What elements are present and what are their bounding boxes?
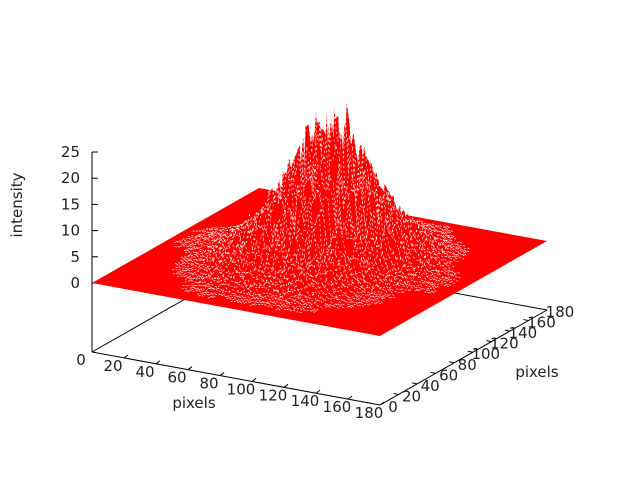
x-tick <box>283 383 289 388</box>
surface-mesh-line <box>177 267 361 308</box>
y-tick-label: 100 <box>471 345 500 363</box>
x-tick-label: 140 <box>291 392 320 410</box>
surface-row <box>97 279 386 333</box>
x-tick <box>315 389 321 394</box>
surface-mesh-line <box>189 276 341 310</box>
y-tick <box>412 382 418 385</box>
x-tick-label: 160 <box>323 398 352 416</box>
z-tick-label: 10 <box>61 222 80 240</box>
x-tick-label: 60 <box>167 369 186 387</box>
x-tick-label: 100 <box>227 380 256 398</box>
x-tick-label: 180 <box>355 404 384 422</box>
x-tick <box>123 354 129 359</box>
surface <box>92 101 547 336</box>
z-tick-label: 15 <box>61 195 80 213</box>
surface-mesh-line <box>180 216 396 298</box>
y-tick <box>486 340 492 343</box>
x-tick-label: 80 <box>199 375 218 393</box>
x-tick <box>347 395 353 400</box>
surface-mesh-line <box>185 178 414 293</box>
surface-mesh-line <box>171 262 371 307</box>
y-tick-label: 40 <box>421 377 440 395</box>
y-tick <box>467 350 473 353</box>
z-axis-label: intensity <box>8 172 26 237</box>
surface-mesh-line <box>177 255 383 306</box>
surface-mesh-line <box>183 259 373 306</box>
y-tick-label: 80 <box>458 356 477 374</box>
surface-row <box>99 278 388 332</box>
surface-mesh-line <box>181 287 317 314</box>
y-tick <box>523 319 529 322</box>
surface-mesh-line <box>202 101 462 280</box>
y-tick <box>449 361 455 364</box>
y-tick <box>393 392 399 395</box>
surface-mesh-line <box>198 295 283 312</box>
y-tick-label: 20 <box>402 387 421 405</box>
y-tick-label: 140 <box>509 324 538 342</box>
z-tick-label: 20 <box>61 169 80 187</box>
y-tick-label: 120 <box>490 335 519 353</box>
x-tick-label: 0 <box>76 351 86 369</box>
x-tick <box>251 378 257 382</box>
z-tick-label: 0 <box>70 274 80 292</box>
y-tick-label: 180 <box>546 303 575 321</box>
x-tick <box>155 360 161 365</box>
x-tick <box>187 366 193 371</box>
y-tick <box>430 371 436 374</box>
surface-mesh-line <box>192 281 324 309</box>
x-axis-line <box>91 351 381 406</box>
surface-mesh-line <box>185 194 407 294</box>
y-tick <box>504 329 510 332</box>
surface-mesh-line <box>184 290 304 314</box>
y-axis-label: pixels <box>515 363 559 381</box>
y-tick-label: 0 <box>388 398 398 416</box>
surface-mesh-line <box>186 289 293 311</box>
x-tick-label: 20 <box>103 357 122 375</box>
x-tick-label: 40 <box>135 363 154 381</box>
x-tick-label: 120 <box>259 386 288 404</box>
y-tick-label: 160 <box>527 314 556 332</box>
z-tick-label: 5 <box>70 248 80 266</box>
z-tick-label: 25 <box>61 143 80 161</box>
y-axis-line <box>379 309 548 406</box>
x-axis-label: pixels <box>172 394 216 412</box>
surface-mesh-line <box>172 270 356 309</box>
y-tick-label: 60 <box>439 366 458 384</box>
surface-row <box>108 273 397 327</box>
surface-mesh-line <box>185 276 346 309</box>
x-tick <box>219 372 225 376</box>
x-tick <box>379 401 385 406</box>
surface-mesh-line <box>174 248 380 301</box>
